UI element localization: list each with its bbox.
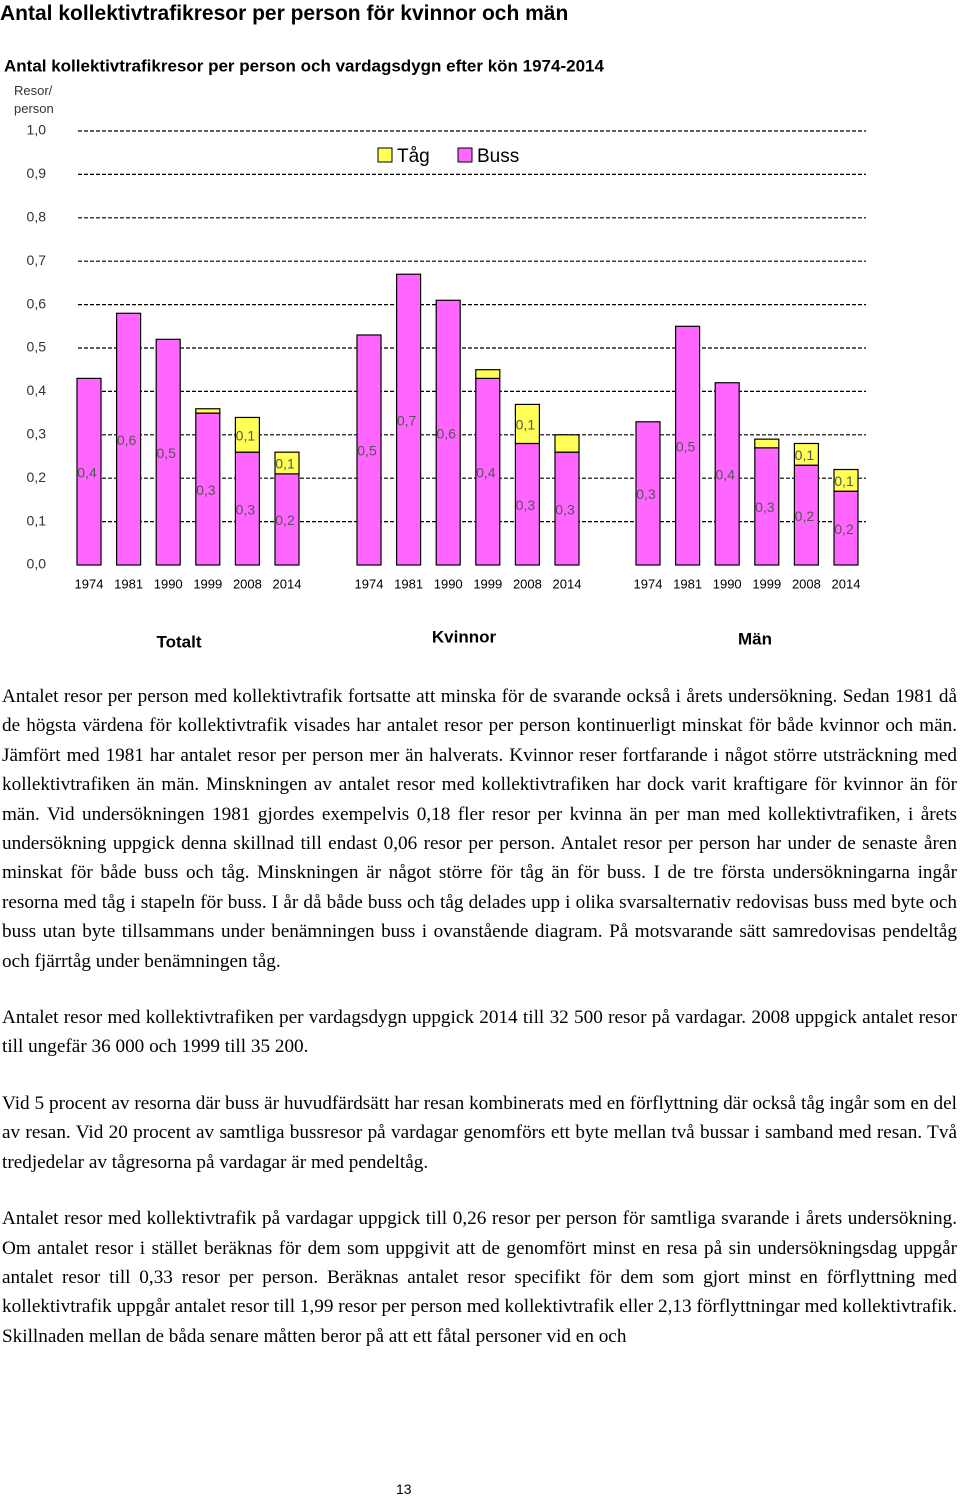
value-label: 0,6 xyxy=(117,432,137,448)
x-tick-label: 2008 xyxy=(233,576,262,591)
x-tick-label: 1990 xyxy=(434,576,463,591)
legend-label: Buss xyxy=(477,146,519,167)
value-label: 0,7 xyxy=(397,412,417,428)
value-label: 0,2 xyxy=(834,521,854,537)
bar-segment xyxy=(396,273,422,566)
y-tick-label: 0,2 xyxy=(27,469,47,485)
bar-segment xyxy=(793,442,820,466)
y-tick-label: 0,9 xyxy=(27,165,47,181)
y-tick-label: 0,1 xyxy=(27,512,47,528)
bar-segment xyxy=(554,451,580,566)
page-number: 13 xyxy=(396,1481,412,1497)
x-tick-label: 2014 xyxy=(273,576,302,591)
value-label: 0,1 xyxy=(236,428,256,444)
bar-segment xyxy=(635,421,661,566)
value-label: 0,5 xyxy=(156,445,176,461)
value-label: 0,2 xyxy=(795,508,815,524)
x-tick-label: 1999 xyxy=(752,576,781,591)
x-tick-label: 1990 xyxy=(713,576,742,591)
bar-segment xyxy=(514,442,541,566)
bar-segment xyxy=(833,468,859,492)
x-tick-label: 1974 xyxy=(355,576,384,591)
bar-segment xyxy=(514,403,541,445)
bar-segment xyxy=(475,369,501,379)
y-tick-label: 0,8 xyxy=(27,209,47,225)
group-label: Totalt xyxy=(156,632,201,651)
body-text: Antalet resor per person med kollektivtr… xyxy=(2,682,957,1378)
bar-segment xyxy=(435,299,461,566)
value-label: 0,3 xyxy=(236,501,256,517)
value-label: 0,3 xyxy=(555,501,575,517)
y-tick-label: 0,5 xyxy=(27,339,47,355)
heading: Antal kollektivtrafikresor per person fö… xyxy=(0,2,569,25)
y-tick-label: 0,0 xyxy=(27,556,47,572)
y-tick-label: 0,4 xyxy=(27,382,47,398)
bar-segment xyxy=(475,377,501,566)
paragraph: Antalet resor per person med kollektivtr… xyxy=(2,686,957,972)
bar-segment xyxy=(833,490,859,566)
value-label: 0,1 xyxy=(275,456,295,472)
x-tick-label: 2008 xyxy=(792,576,821,591)
bar-segment xyxy=(76,377,102,566)
x-tick-label: 1990 xyxy=(154,576,183,591)
legend-label: Tåg xyxy=(397,146,430,167)
paragraph: Antalet resor med kollektivtrafik på var… xyxy=(2,1208,957,1347)
x-tick-label: 1999 xyxy=(193,576,222,591)
value-label: 0,5 xyxy=(676,438,696,454)
legend-swatch xyxy=(377,147,393,163)
chart: Antal kollektivtrafikresor per person oc… xyxy=(4,56,866,651)
value-label: 0,4 xyxy=(715,467,735,483)
y-tick-label: 0,7 xyxy=(27,252,47,268)
x-tick-label: 1974 xyxy=(75,576,104,591)
value-label: 0,1 xyxy=(834,473,854,489)
bar-segment xyxy=(274,451,300,475)
x-tick-label: 1981 xyxy=(394,576,423,591)
x-tick-label: 1999 xyxy=(473,576,502,591)
value-label: 0,5 xyxy=(357,443,377,459)
x-tick-label: 2014 xyxy=(832,576,861,591)
bar-segment xyxy=(274,473,300,566)
value-label: 0,3 xyxy=(516,497,536,513)
value-label: 0,1 xyxy=(795,447,815,463)
value-label: 0,6 xyxy=(436,425,456,441)
value-label: 0,2 xyxy=(275,512,295,528)
bar-segment xyxy=(155,338,181,566)
x-tick-label: 2008 xyxy=(513,576,542,591)
y-label-box: Resor/ person xyxy=(14,83,54,116)
group-label: Kvinnor xyxy=(432,627,497,646)
bar-segment xyxy=(195,408,221,414)
bar-segment xyxy=(234,416,260,453)
x-tick-label: 1981 xyxy=(673,576,702,591)
bar-segment xyxy=(674,325,701,566)
paragraph: Antalet resor med kollektivtrafiken per … xyxy=(2,1007,957,1058)
bar-segment xyxy=(714,382,740,566)
group-label: Män xyxy=(738,629,772,648)
y-tick-label: 1,0 xyxy=(27,122,47,138)
value-label: 0,1 xyxy=(516,417,536,433)
chart-title: Antal kollektivtrafikresor per person oc… xyxy=(4,56,604,75)
bar-segment xyxy=(754,447,780,566)
bar-segment xyxy=(356,334,382,566)
bar-segment xyxy=(754,438,780,449)
value-label: 0,3 xyxy=(755,499,775,515)
value-label: 0,3 xyxy=(196,482,216,498)
y-tick-label: 0,3 xyxy=(27,426,47,442)
paragraph: Vid 5 procent av resorna där buss är huv… xyxy=(2,1092,957,1173)
x-tick-label: 2014 xyxy=(553,576,582,591)
legend-swatch xyxy=(457,147,473,163)
bar-segment xyxy=(115,312,142,566)
bar-segment xyxy=(793,464,820,566)
value-label: 0,4 xyxy=(77,464,97,480)
value-label: 0,4 xyxy=(476,464,496,480)
bar-segment xyxy=(554,434,580,453)
x-tick-label: 1981 xyxy=(114,576,143,591)
y-tick-label: 0,6 xyxy=(27,295,47,311)
x-tick-label: 1974 xyxy=(634,576,663,591)
y-axis-label: Resor/ person xyxy=(14,83,54,116)
value-label: 0,3 xyxy=(636,486,656,502)
